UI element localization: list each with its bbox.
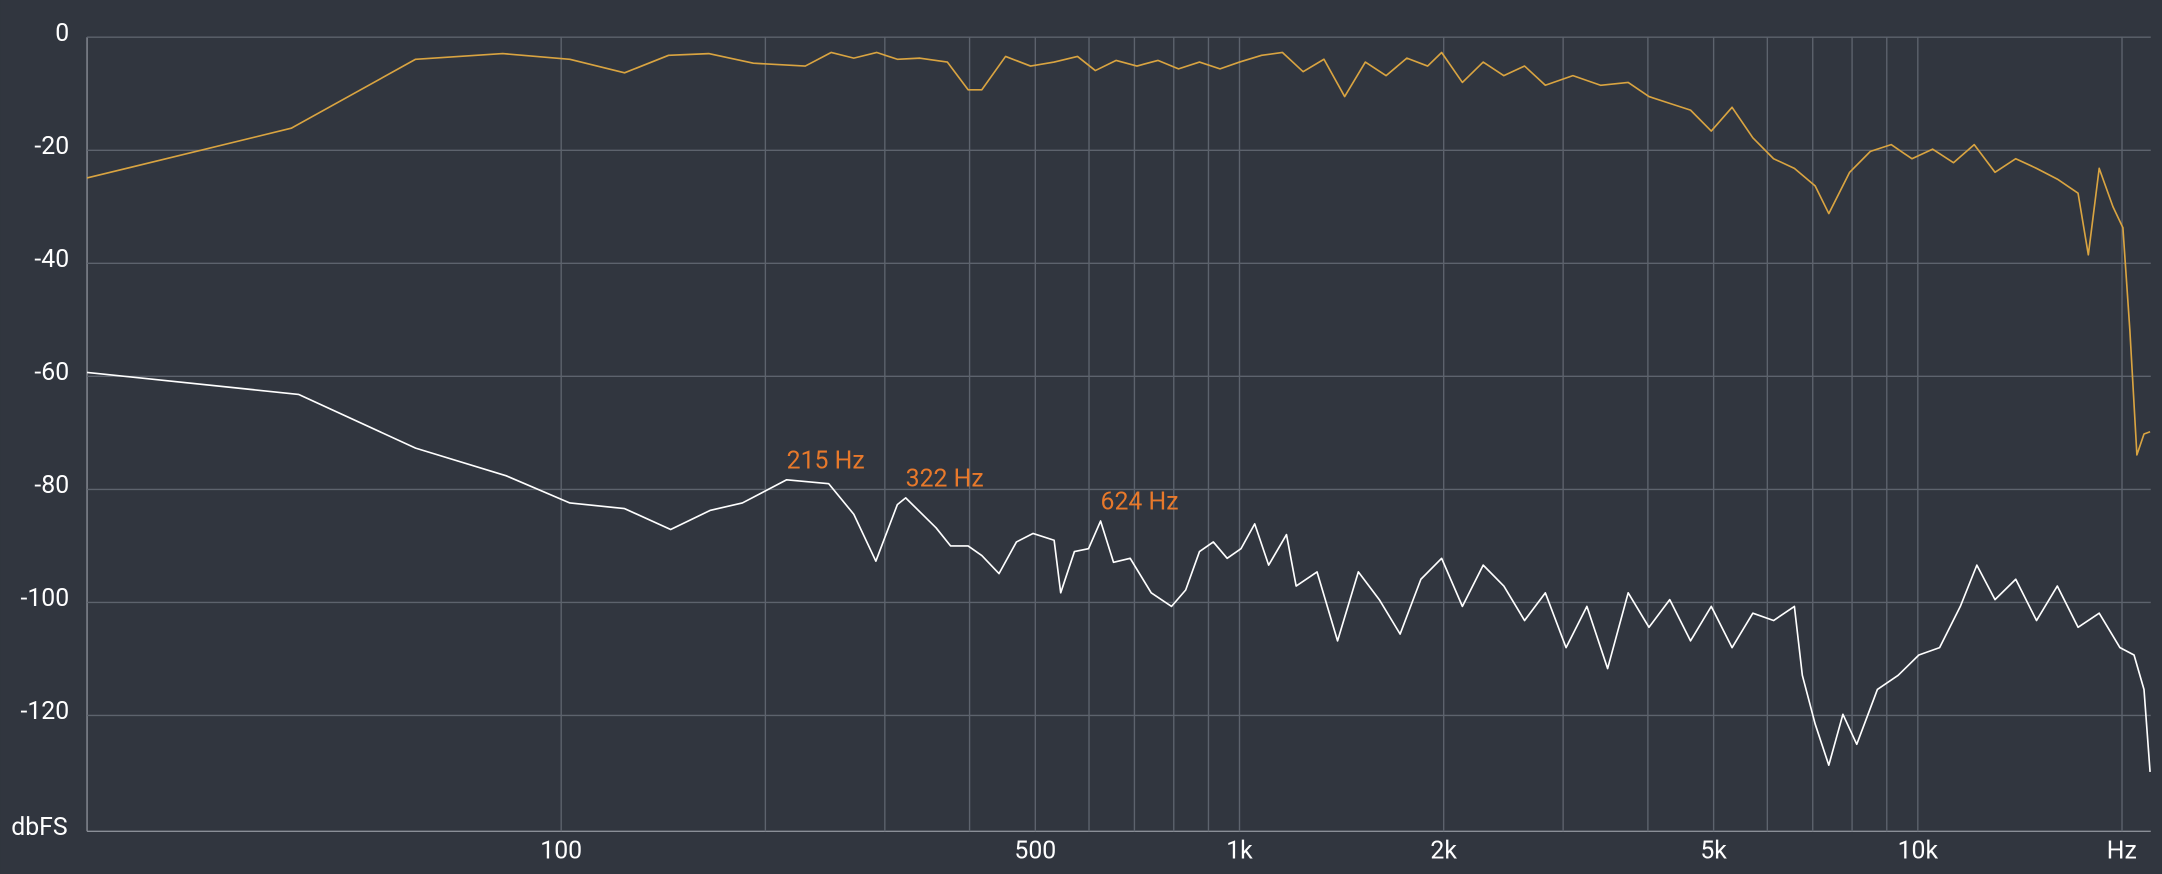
y-tick-label: -100: [20, 584, 69, 613]
peak-annotation: 322 Hz: [906, 464, 984, 493]
x-tick-label: 10k: [1898, 836, 1939, 865]
peak-annotation: 624 Hz: [1101, 488, 1179, 517]
spectrum-line: [86, 51, 2151, 456]
x-tick-label: 2k: [1430, 836, 1457, 865]
x-tick-label: 500: [1014, 836, 1056, 865]
y-tick-label: -60: [34, 358, 69, 387]
y-axis-label: dbFS: [11, 813, 67, 842]
x-axis-label: Hz: [2107, 836, 2137, 865]
x-tick-label: 100: [540, 836, 582, 865]
plot: [86, 51, 2151, 773]
grid: [86, 36, 2151, 832]
y-tick-label: 0: [55, 19, 69, 48]
x-tick-label: 5k: [1700, 836, 1727, 865]
y-tick-label: -80: [34, 471, 69, 500]
y-tick-label: -120: [20, 697, 69, 726]
y-tick-label: -20: [34, 132, 69, 161]
peak-annotation: 215 Hz: [787, 446, 865, 475]
x-tick-label: 1k: [1226, 836, 1253, 865]
labels: dbFS Hz 0 -20 -40 -60 -80 -100 -120 100 500 1k 2k 5…: [11, 19, 2137, 865]
spectrum-line: [86, 371, 2151, 773]
y-tick-label: -40: [34, 245, 69, 274]
